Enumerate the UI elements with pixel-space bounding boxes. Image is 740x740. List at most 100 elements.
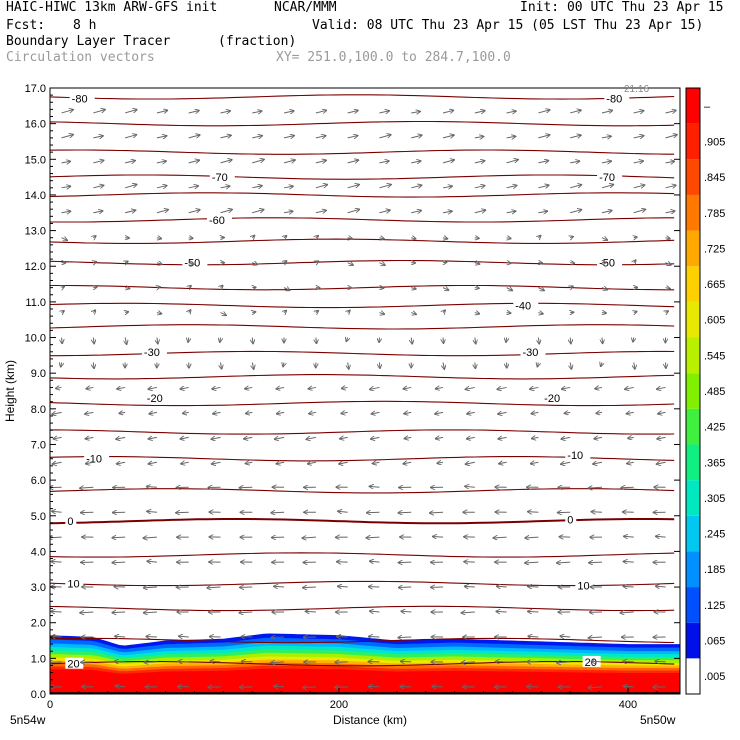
contour-line-2 bbox=[50, 605, 675, 612]
vector-arrow bbox=[146, 487, 157, 488]
vector-arrow bbox=[588, 487, 603, 488]
contour-label: 0 bbox=[67, 516, 73, 528]
vector-arrow bbox=[180, 387, 189, 389]
vector-arrow bbox=[570, 286, 573, 288]
vector-arrow bbox=[245, 387, 253, 388]
vector-arrow bbox=[182, 412, 189, 413]
circulation-vectors bbox=[50, 109, 677, 688]
vector-arrow bbox=[570, 210, 582, 214]
vector-arrow bbox=[531, 412, 539, 413]
vector-arrow bbox=[284, 261, 287, 263]
vector-arrow bbox=[156, 210, 169, 214]
vector-arrow bbox=[442, 211, 452, 213]
contour-label-bg bbox=[144, 392, 170, 404]
vector-arrow bbox=[498, 412, 507, 414]
vector-arrow bbox=[379, 263, 385, 266]
vector-arrow bbox=[112, 562, 126, 563]
vector-arrow bbox=[347, 110, 359, 113]
vector-arrow bbox=[465, 462, 475, 464]
vector-arrow bbox=[623, 586, 634, 587]
vector-arrow bbox=[244, 437, 253, 439]
vector-arrow bbox=[252, 159, 264, 164]
y-tick-label: 13.0 bbox=[25, 226, 46, 238]
vector-arrow bbox=[400, 661, 412, 662]
vector-arrow bbox=[595, 387, 603, 388]
vector-arrow bbox=[665, 185, 677, 188]
x-end-label: 5n50w bbox=[640, 713, 676, 727]
vector-arrow bbox=[474, 186, 485, 188]
colorbar-swatch bbox=[686, 658, 700, 694]
colorbar-label: .065 bbox=[704, 636, 725, 648]
vector-arrow bbox=[284, 310, 286, 312]
vector-arrow bbox=[633, 136, 644, 138]
vector-arrow bbox=[657, 387, 666, 389]
contour-label: 0 bbox=[567, 514, 573, 526]
vector-arrow bbox=[62, 311, 65, 313]
vector-arrow bbox=[93, 160, 104, 163]
vector-arrow bbox=[116, 437, 126, 439]
vector-arrow bbox=[56, 387, 62, 388]
vector-arrow bbox=[589, 562, 602, 563]
vector-arrow bbox=[80, 487, 94, 488]
vector-arrow bbox=[252, 186, 262, 188]
contour-line-5 bbox=[50, 518, 675, 525]
vector-arrow bbox=[655, 536, 666, 537]
vector-arrow bbox=[666, 311, 669, 313]
vector-arrow bbox=[369, 561, 380, 562]
vector-arrow bbox=[467, 412, 475, 414]
vector-arrow bbox=[465, 387, 475, 389]
vector-arrow bbox=[188, 160, 200, 163]
vector-arrow bbox=[61, 238, 68, 241]
vector-arrow bbox=[528, 586, 539, 587]
vector-arrow bbox=[442, 160, 454, 163]
vector-arrow bbox=[435, 412, 444, 414]
contour-line-21 bbox=[50, 120, 675, 127]
y-tick-label: 16.0 bbox=[25, 119, 46, 131]
vector-arrow bbox=[119, 412, 126, 413]
vector-arrow bbox=[506, 111, 517, 113]
vector-arrow bbox=[594, 437, 603, 439]
vector-arrow bbox=[241, 661, 253, 662]
vector-arrow bbox=[188, 337, 189, 343]
colorbar-swatch bbox=[686, 587, 700, 623]
vector-arrow bbox=[398, 562, 412, 563]
vector-arrow bbox=[633, 209, 646, 214]
vector-arrow bbox=[443, 362, 444, 369]
vector-arrow bbox=[461, 612, 475, 613]
vector-arrow bbox=[308, 387, 316, 388]
contour-label: -30 bbox=[144, 347, 160, 359]
vector-arrow bbox=[538, 135, 550, 139]
x-tick-label: 200 bbox=[330, 699, 348, 711]
contour-line-8 bbox=[50, 429, 675, 435]
vector-arrow bbox=[143, 537, 157, 538]
vector-arrow bbox=[283, 160, 295, 163]
vector-arrow bbox=[276, 462, 285, 464]
org-label: NCAR/MMM bbox=[274, 0, 337, 15]
vector-arrow bbox=[588, 687, 603, 688]
contour-line-19 bbox=[50, 174, 675, 180]
vector-arrow bbox=[341, 412, 348, 413]
vector-arrow bbox=[601, 161, 611, 163]
vector-arrow bbox=[124, 184, 137, 189]
vector-arrow bbox=[156, 313, 162, 314]
vector-arrow bbox=[398, 512, 412, 513]
vector-arrow bbox=[148, 437, 158, 439]
vector-arrow bbox=[315, 160, 327, 163]
vector-arrow bbox=[628, 437, 634, 438]
contour-line-15 bbox=[50, 259, 675, 266]
colorbar-swatch bbox=[686, 159, 700, 195]
vector-arrow bbox=[147, 511, 157, 512]
contour-label-bg bbox=[520, 345, 546, 357]
fcst-label: Fcst: bbox=[6, 18, 46, 33]
vector-arrow bbox=[366, 537, 380, 538]
vector-arrow bbox=[52, 412, 62, 414]
colorbar-label: .005 bbox=[704, 671, 725, 683]
contour-label: 10 bbox=[577, 580, 589, 592]
vector-arrow bbox=[188, 135, 200, 138]
y-tick-label: 9.0 bbox=[31, 368, 46, 380]
contour-label: -70 bbox=[212, 172, 228, 184]
vector-arrow bbox=[601, 238, 608, 241]
contour-line-1 bbox=[50, 637, 675, 644]
vector-arrow bbox=[537, 362, 538, 366]
x-start-label: 5n54w bbox=[10, 713, 46, 727]
